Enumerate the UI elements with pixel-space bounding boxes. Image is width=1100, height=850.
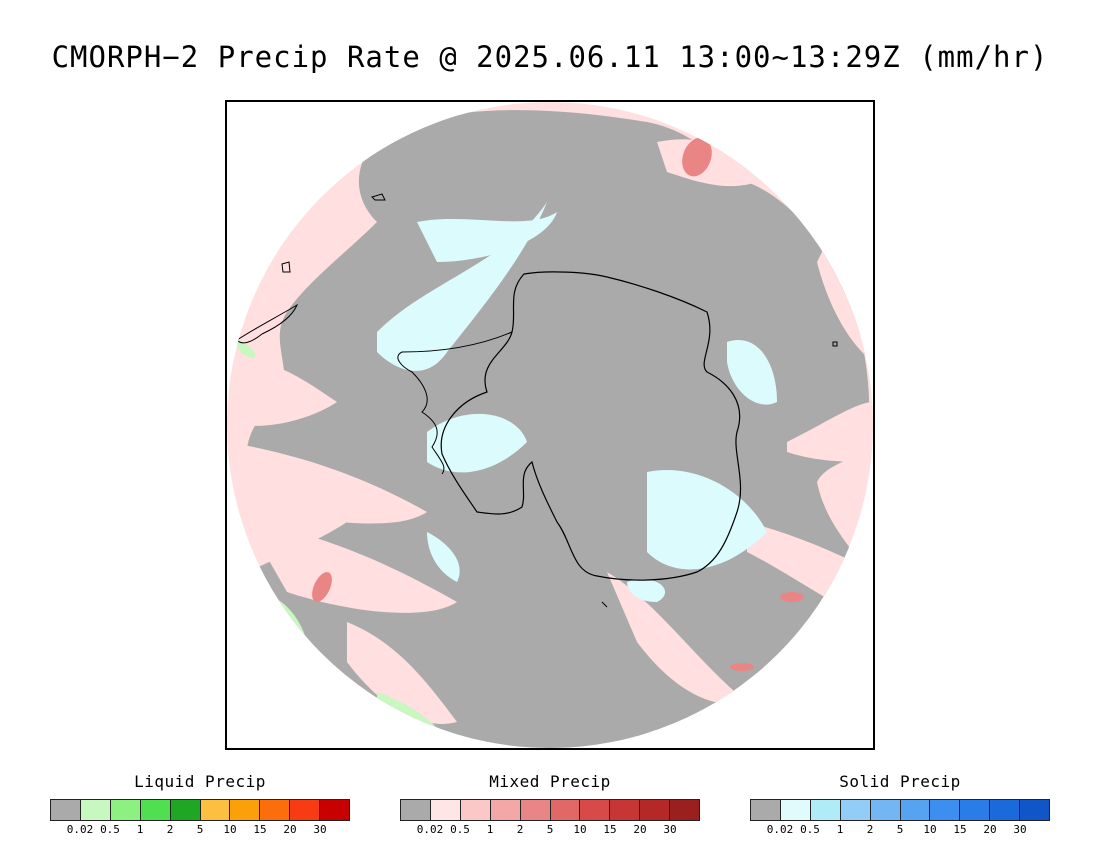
legend-swatch-mixed-2: [460, 800, 491, 820]
legend-swatch-mixed-5: [550, 800, 581, 820]
legend-tick-liquid: 0.02: [66, 823, 94, 836]
legend-tick-mixed: 5: [546, 823, 554, 836]
legend-solid: Solid Precip 0.02 0.5 1 2 5 10 15 20 30: [750, 772, 1050, 842]
legend-tick-solid: 2: [866, 823, 874, 836]
legend-swatch-liquid-8: [290, 800, 321, 820]
legend-swatches-solid: [750, 799, 1050, 821]
legend-swatch-liquid-2: [110, 800, 141, 820]
legend-swatch-solid-9: [1020, 800, 1050, 820]
legend-swatch-mixed-8: [640, 800, 671, 820]
sub-antarctic-islands: [281, 193, 838, 608]
legend-swatch-mixed-4: [520, 800, 551, 820]
moderate-mixed-precip: [312, 137, 804, 671]
legend-swatch-solid-3: [840, 800, 871, 820]
legend-tick-mixed: 15: [603, 823, 617, 836]
legend-tick-mixed: 20: [633, 823, 647, 836]
legend-tick-solid: 0.02: [766, 823, 794, 836]
south-america-coast: [236, 303, 299, 344]
legend-swatches-mixed: [400, 799, 700, 821]
legend-swatch-mixed-9: [670, 800, 700, 820]
legend-tick-liquid: 30: [313, 823, 327, 836]
polar-map: [227, 102, 873, 748]
legend-swatch-solid-4: [870, 800, 901, 820]
legend-swatch-solid-5: [900, 800, 931, 820]
legend-tick-mixed: 30: [663, 823, 677, 836]
legend-swatches-liquid: [50, 799, 350, 821]
legend-tick-liquid: 0.5: [100, 823, 120, 836]
legend-swatch-liquid-6: [230, 800, 261, 820]
legend-swatch-solid-1: [780, 800, 811, 820]
legend-tick-solid: 20: [983, 823, 997, 836]
legend-tick-liquid: 1: [136, 823, 144, 836]
legend-liquid: Liquid Precip 0.02 0.5 1 2 5 10 15 20 30: [50, 772, 350, 842]
legend-title-solid: Solid Precip: [839, 772, 961, 791]
legend-tick-solid: 1: [836, 823, 844, 836]
legend-swatch-liquid-1: [80, 800, 111, 820]
legend-tick-mixed: 10: [573, 823, 587, 836]
legend-swatch-solid-6: [930, 800, 961, 820]
legend-swatch-liquid-5: [200, 800, 231, 820]
map-panel: [225, 100, 875, 750]
legend-tick-liquid: 20: [283, 823, 297, 836]
legend-title-mixed: Mixed Precip: [489, 772, 611, 791]
antarctic-peninsula: [397, 331, 513, 475]
legend-tick-solid: 10: [923, 823, 937, 836]
legend-swatch-solid-2: [810, 800, 841, 820]
legend-tick-solid: 5: [896, 823, 904, 836]
legend-tick-solid: 15: [953, 823, 967, 836]
legend-swatch-liquid-0: [51, 800, 81, 820]
legend-swatch-liquid-9: [320, 800, 350, 820]
legend-swatch-solid-7: [960, 800, 991, 820]
legend-tick-solid: 0.5: [800, 823, 820, 836]
legend-tick-mixed: 0.02: [416, 823, 444, 836]
legend-tick-liquid: 10: [223, 823, 237, 836]
legend-swatch-solid-8: [990, 800, 1021, 820]
legend-tick-liquid: 2: [166, 823, 174, 836]
antarctica-coastline: [440, 271, 742, 581]
legend-swatch-mixed-3: [490, 800, 521, 820]
solid-precip-regions: [377, 202, 777, 602]
legend-swatch-mixed-1: [430, 800, 461, 820]
legend-tick-liquid: 5: [196, 823, 204, 836]
map-title: CMORPH−2 Precip Rate @ 2025.06.11 13:00~…: [51, 40, 1049, 74]
legend-swatch-liquid-7: [260, 800, 291, 820]
legend-tick-mixed: 2: [516, 823, 524, 836]
legend-title-liquid: Liquid Precip: [134, 772, 266, 791]
legend-tick-solid: 30: [1013, 823, 1027, 836]
legend-mixed: Mixed Precip 0.02 0.5 1 2 5 10 15 20 30: [400, 772, 700, 842]
legend-tick-mixed: 0.5: [450, 823, 470, 836]
legend-swatch-liquid-3: [140, 800, 171, 820]
legend-swatch-mixed-6: [580, 800, 611, 820]
legend-swatch-mixed-7: [610, 800, 641, 820]
mixed-precip-streaks: [227, 139, 873, 724]
legend-swatch-solid-0: [751, 800, 781, 820]
legend-tick-liquid: 15: [253, 823, 267, 836]
legend-tick-mixed: 1: [486, 823, 494, 836]
legend-swatch-liquid-4: [170, 800, 201, 820]
legend-swatch-mixed-0: [401, 800, 431, 820]
